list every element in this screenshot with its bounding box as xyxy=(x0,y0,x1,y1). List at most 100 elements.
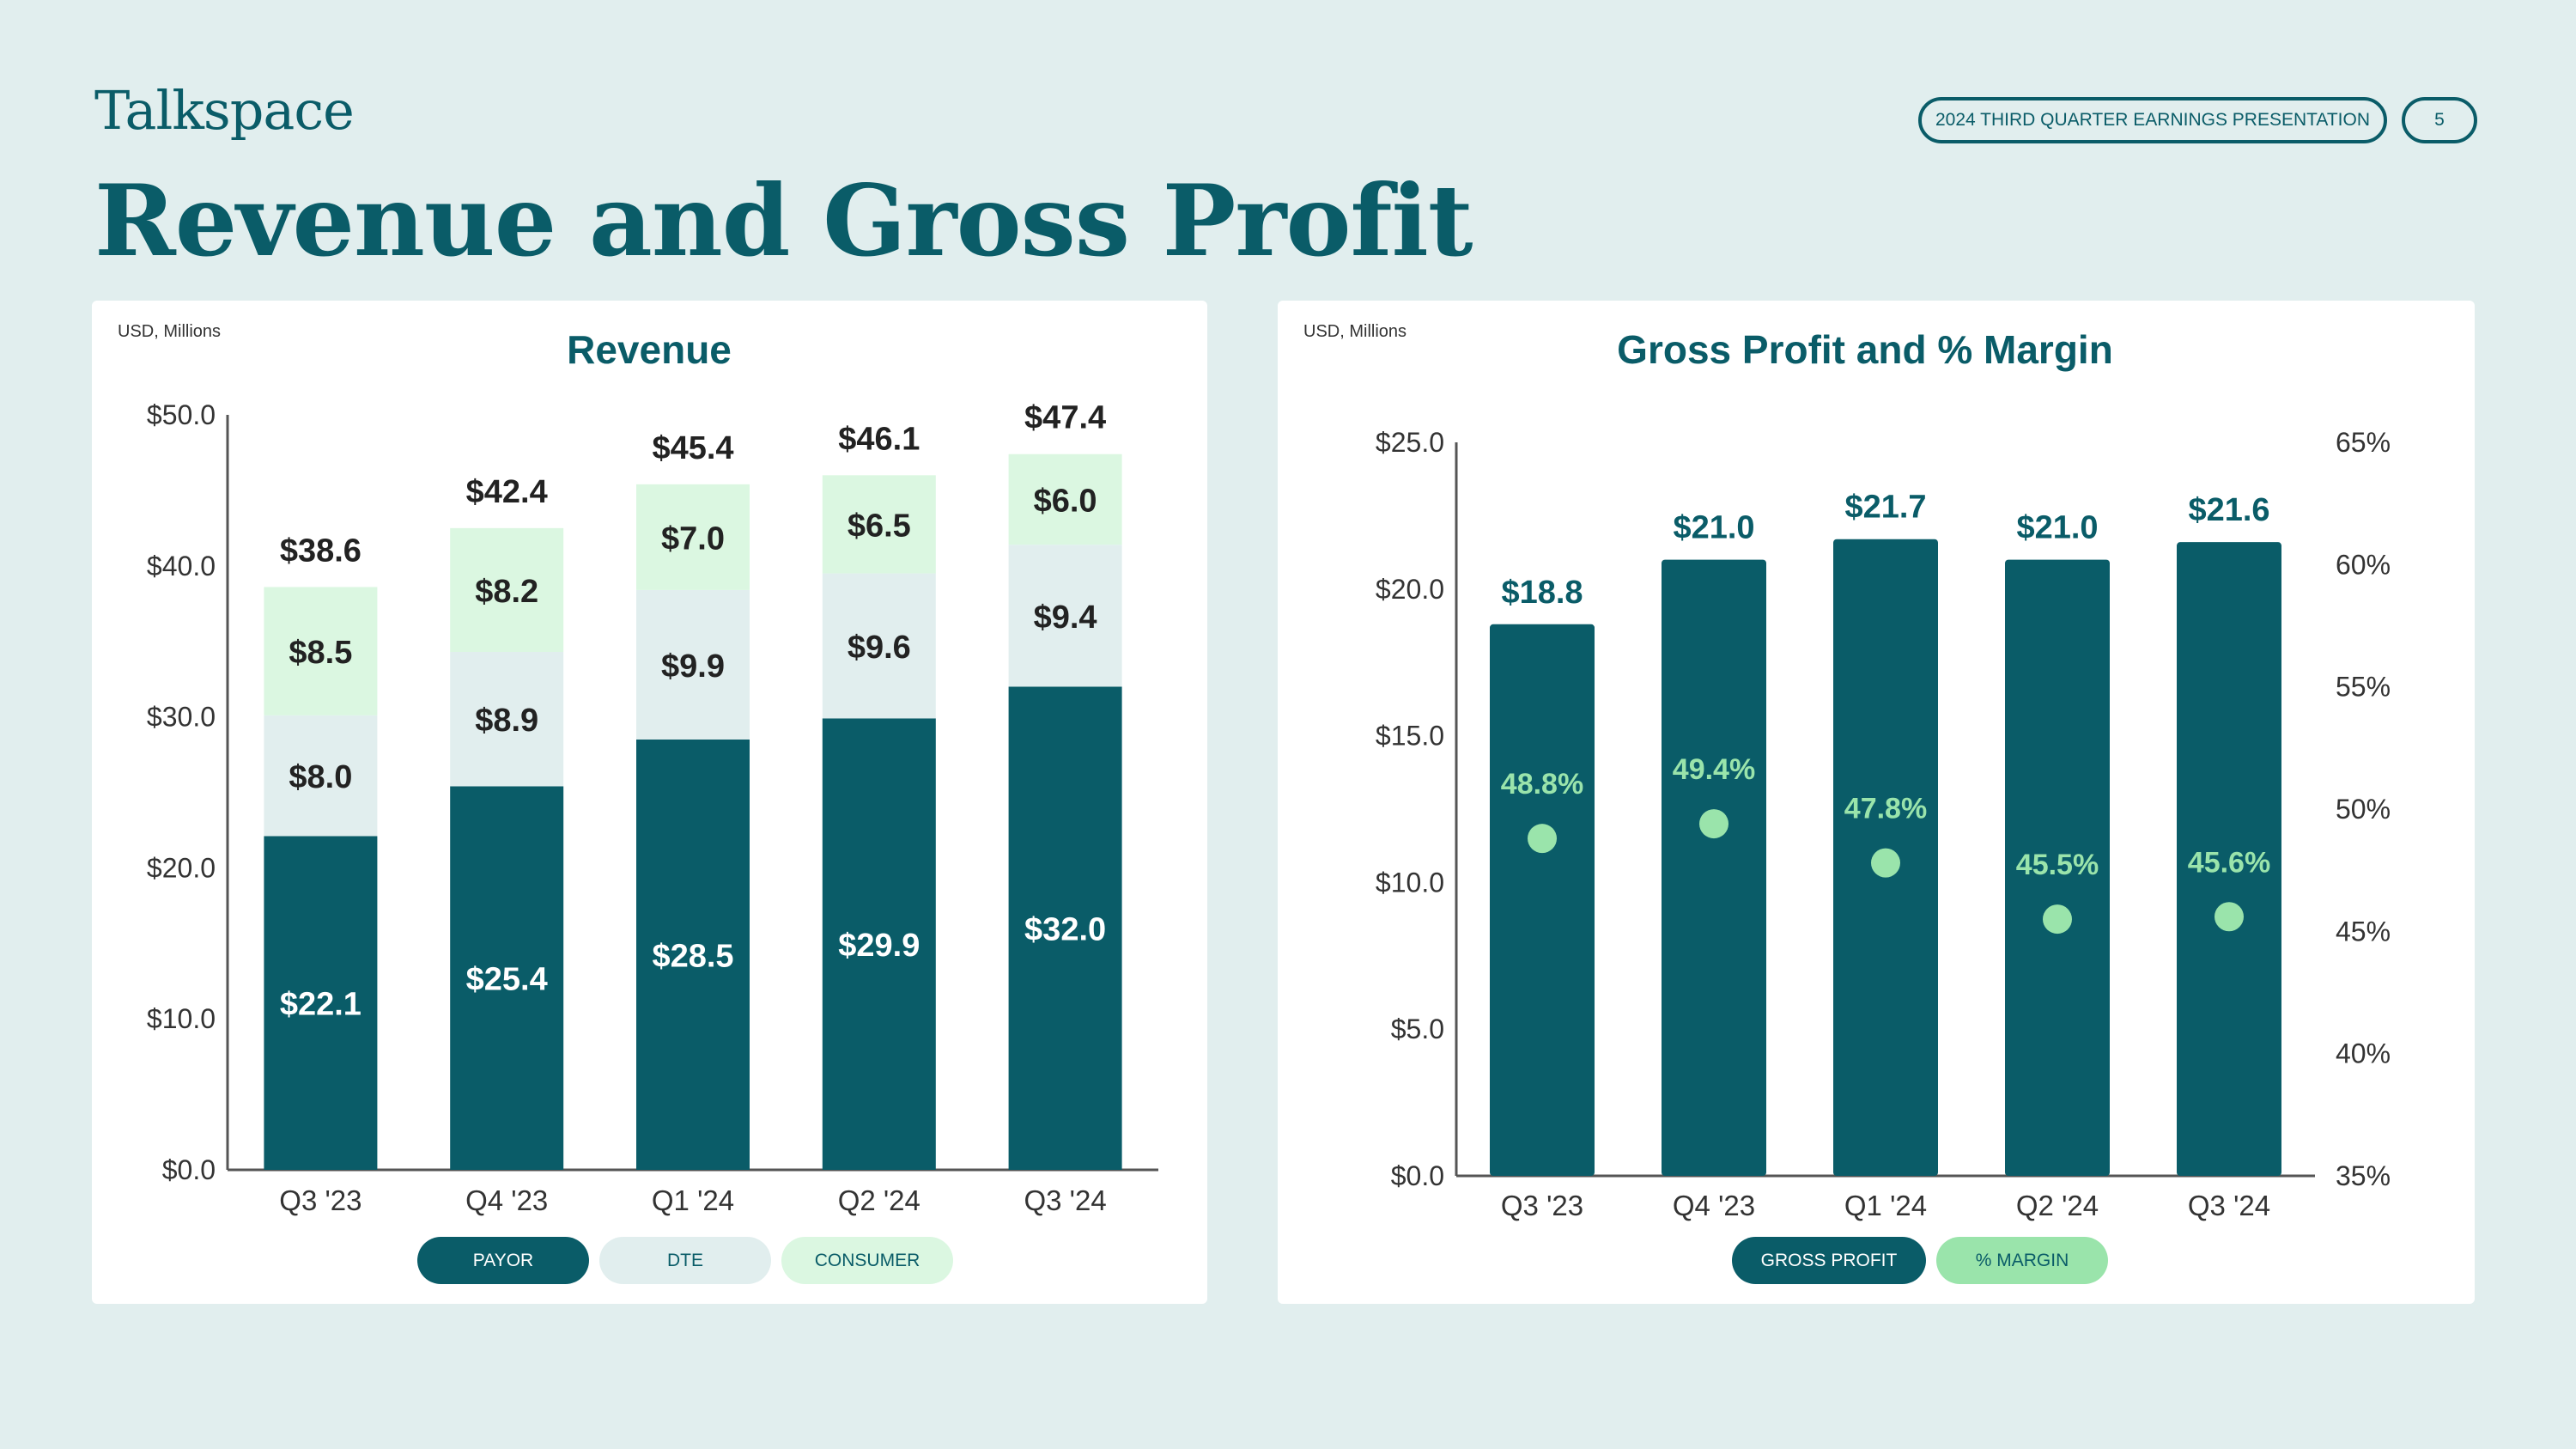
x-tick-label: Q3 '24 xyxy=(2188,1190,2270,1221)
data-label-dte: $9.4 xyxy=(1034,600,1097,636)
gross-profit-legend: GROSS PROFIT % MARGIN xyxy=(1732,1237,2108,1284)
data-label-gross-profit: $18.8 xyxy=(1501,575,1583,611)
data-label-margin: 45.5% xyxy=(2016,849,2099,881)
y-tick-label: $0.0 xyxy=(1391,1160,1444,1191)
x-tick-label: Q3 '23 xyxy=(1501,1190,1583,1221)
data-label-margin: 48.8% xyxy=(1501,768,1583,801)
y-tick-label: $10.0 xyxy=(147,1003,216,1034)
data-label-payor: $32.0 xyxy=(1024,912,1106,948)
revenue-legend: PAYOR DTE CONSUMER xyxy=(417,1237,953,1284)
y2-tick-label: 60% xyxy=(2336,549,2391,580)
talkspace-logo: Talkspace xyxy=(94,79,355,142)
total-label: $47.4 xyxy=(1024,400,1106,436)
page-title: Revenue and Gross Profit xyxy=(94,163,1473,278)
x-tick-label: Q1 '24 xyxy=(652,1184,734,1216)
y-tick-label: $15.0 xyxy=(1376,721,1444,752)
gross-profit-chart-card: USD, Millions Gross Profit and % Margin $0… xyxy=(1278,301,2475,1304)
bar-gross-profit xyxy=(2005,559,2110,1176)
revenue-chart-card: USD, Millions Revenue $0.0 $10.0 $20.0 $30.0 $… xyxy=(92,301,1207,1304)
margin-marker xyxy=(2043,904,2072,935)
total-label: $38.6 xyxy=(280,533,361,569)
total-label: $46.1 xyxy=(838,421,920,457)
data-label-payor: $22.1 xyxy=(280,987,361,1023)
legend-consumer: CONSUMER xyxy=(781,1237,953,1284)
bar-payor xyxy=(450,786,564,1170)
bar-gross-profit xyxy=(1662,559,1766,1176)
data-label-gross-profit: $21.0 xyxy=(2016,510,2098,546)
legend-gross-profit: GROSS PROFIT xyxy=(1732,1237,1926,1284)
data-label-dte: $8.0 xyxy=(289,759,352,795)
bar-gross-profit xyxy=(2177,542,2281,1176)
x-tick-label: Q1 '24 xyxy=(1844,1190,1927,1221)
y2-tick-label: 45% xyxy=(2336,916,2391,947)
page-number: 5 xyxy=(2402,97,2477,143)
data-label-payor: $28.5 xyxy=(652,938,733,974)
gross-profit-chart: USD, Millions Gross Profit and % Margin $0… xyxy=(1303,322,2391,1221)
data-label-margin: 45.6% xyxy=(2188,846,2270,879)
y-tick-label: $40.0 xyxy=(147,551,216,581)
legend-dte: DTE xyxy=(599,1237,771,1284)
y-tick-label: $50.0 xyxy=(147,399,216,430)
y2-tick-label: 40% xyxy=(2336,1038,2391,1069)
chart-title: Revenue xyxy=(567,327,732,372)
bar-consumer xyxy=(450,527,564,653)
data-label-margin: 47.8% xyxy=(1844,793,1927,825)
revenue-chart: USD, Millions Revenue $0.0 $10.0 $20.0 $30.0 $… xyxy=(118,322,1158,1216)
bar-gross-profit xyxy=(1490,624,1595,1176)
bar-consumer xyxy=(822,475,936,574)
y-tick-label: $0.0 xyxy=(162,1154,216,1185)
y-tick-label: $10.0 xyxy=(1376,867,1444,898)
data-label-dte: $9.6 xyxy=(848,630,911,666)
x-tick-label: Q2 '24 xyxy=(2016,1190,2099,1221)
data-label-consumer: $6.0 xyxy=(1034,483,1097,519)
data-label-payor: $25.4 xyxy=(466,962,548,998)
x-tick-label: Q2 '24 xyxy=(838,1184,920,1216)
total-label: $42.4 xyxy=(466,474,548,510)
bar-dte xyxy=(822,573,936,719)
data-label-gross-profit: $21.0 xyxy=(1673,510,1754,546)
y-tick-label: $30.0 xyxy=(147,702,216,733)
x-tick-label: Q3 '23 xyxy=(279,1184,361,1216)
data-label-dte: $8.9 xyxy=(475,703,538,739)
y-tick-label: $20.0 xyxy=(1376,574,1444,605)
legend-payor: PAYOR xyxy=(417,1237,589,1284)
bar-payor xyxy=(1008,686,1122,1170)
data-label-consumer: $7.0 xyxy=(661,521,725,557)
data-label-margin: 49.4% xyxy=(1673,753,1755,786)
bar-dte xyxy=(1008,545,1122,687)
data-label-consumer: $6.5 xyxy=(848,508,911,544)
bar-dte xyxy=(636,589,750,740)
y-tick-label: $5.0 xyxy=(1391,1014,1444,1044)
bar-consumer xyxy=(1008,454,1122,545)
x-tick-label: Q4 '23 xyxy=(1673,1190,1755,1221)
legend-margin: % MARGIN xyxy=(1936,1237,2108,1284)
y2-tick-label: 50% xyxy=(2336,794,2391,825)
y2-tick-label: 55% xyxy=(2336,672,2391,703)
bar-consumer xyxy=(636,484,750,590)
bar-consumer xyxy=(264,587,378,715)
units-label: USD, Millions xyxy=(118,322,221,341)
margin-marker xyxy=(1699,809,1728,839)
chart-title: Gross Profit and % Margin xyxy=(1617,327,2113,372)
y-tick-label: $25.0 xyxy=(1376,427,1444,458)
margin-marker xyxy=(1528,824,1557,854)
data-label-consumer: $8.5 xyxy=(289,635,352,671)
data-label-payor: $29.9 xyxy=(838,928,920,964)
presentation-label: 2024 THIRD QUARTER EARNINGS PRESENTATION xyxy=(1918,97,2387,143)
bar-payor xyxy=(636,739,750,1170)
x-tick-label: Q3 '24 xyxy=(1024,1184,1106,1216)
units-label: USD, Millions xyxy=(1303,322,1406,341)
data-label-gross-profit: $21.7 xyxy=(1844,490,1926,526)
bar-dte xyxy=(450,652,564,787)
margin-marker xyxy=(2215,902,2244,932)
bar-payor xyxy=(264,836,378,1170)
data-label-consumer: $8.2 xyxy=(475,574,538,610)
bar-payor xyxy=(822,718,936,1170)
bar-dte xyxy=(264,715,378,837)
margin-marker xyxy=(1871,848,1900,878)
total-label: $45.4 xyxy=(652,430,733,466)
x-tick-label: Q4 '23 xyxy=(465,1184,548,1216)
y-tick-label: $20.0 xyxy=(147,852,216,883)
y2-tick-label: 65% xyxy=(2336,427,2391,458)
data-label-dte: $9.9 xyxy=(661,648,725,685)
